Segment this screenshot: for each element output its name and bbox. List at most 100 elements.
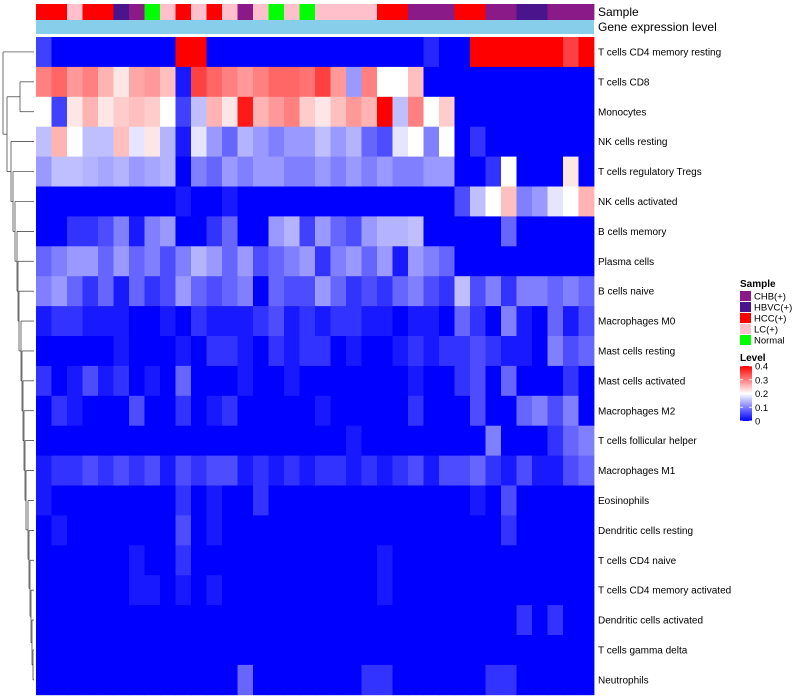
heatmap-cell [532,395,548,427]
heatmap-cell [423,306,440,337]
heatmap-cell [284,515,300,546]
heatmap-cell [423,156,440,187]
heatmap-cell [284,485,300,516]
heatmap-cell [129,96,145,128]
heatmap-cell [268,485,285,516]
heatmap-cell [191,635,207,666]
heatmap-cell [191,306,207,337]
heatmap-cell [144,216,161,247]
heatmap-cell [299,306,316,337]
heatmap-cell [160,515,176,546]
heatmap-cell [299,395,316,427]
heatmap-cell [516,186,533,217]
heatmap-cell [175,96,192,128]
heatmap-cell [470,306,486,337]
heatmap-cell [113,156,130,187]
heatmap-cell [253,306,269,337]
heatmap-cell [578,365,595,397]
heatmap-cell [237,276,254,307]
heatmap-cell [485,485,502,516]
heatmap-cell [439,605,455,636]
heatmap-cell [284,605,300,636]
sample-anno-cell [547,4,564,20]
heatmap-cell [51,66,68,98]
heatmap-cell [423,37,440,68]
heatmap-cell [454,216,471,247]
heatmap-cell [144,37,161,68]
heatmap-cell [299,485,316,516]
row-label: Dendritic cells activated [598,616,703,627]
heatmap-cell [516,96,533,128]
heatmap-cell [501,306,517,337]
heatmap-cell [299,216,316,247]
heatmap-cell [516,635,533,666]
heatmap-cell [392,635,409,666]
heatmap-cell [222,156,238,187]
sample-anno-cell [206,4,223,20]
heatmap-cell [284,96,300,128]
heatmap-cell [485,336,502,367]
heatmap-cell [532,485,548,516]
heatmap-cell [253,455,269,486]
heatmap-cell [284,246,300,277]
heatmap-cell [423,246,440,277]
heatmap-cell [98,545,114,576]
sample-legend: Sample CHB(+)HBVC(+)HCC(+)LC(+)Normal [740,279,792,347]
heatmap-cell [144,455,161,486]
heatmap-cell [191,186,207,217]
row-label: T cells CD4 memory activated [598,586,731,597]
heatmap-cell [454,246,471,277]
heatmap-cell [408,156,424,187]
heatmap-cell [129,664,145,696]
heatmap-cell [129,186,145,217]
sample-anno-cell [485,4,502,20]
heatmap-cell [175,664,192,696]
heatmap-cell [98,216,114,247]
heatmap-cell [98,246,114,277]
row-label: T cells CD4 naive [598,556,677,567]
heatmap-cell [253,246,269,277]
heatmap-cell [454,96,471,128]
heatmap-cell [51,246,68,277]
heatmap-cell [160,605,176,636]
expression-annotation-label: Gene expression level [598,20,717,34]
heatmap-cell [346,455,362,486]
heatmap-cell [82,635,99,666]
heatmap-cell [361,246,378,277]
heatmap-cell [501,186,517,217]
heatmap-cell [36,664,52,696]
heatmap-cell [361,425,378,456]
heatmap-cell [268,635,285,666]
heatmap-cell [206,306,223,337]
heatmap-cell [51,216,68,247]
heatmap-cell [253,485,269,516]
sample-anno-cell [144,4,161,20]
heatmap-cell [36,515,52,546]
row-label: NK cells resting [598,137,667,148]
heatmap-cell [439,425,455,456]
heatmap-cell [36,126,52,157]
heatmap-cell [408,246,424,277]
heatmap-cell [268,156,285,187]
heatmap-cell [315,515,331,546]
heatmap-cell [206,246,223,277]
heatmap-cell [392,186,409,217]
heatmap-cell [98,66,114,98]
heatmap-cell [423,605,440,636]
heatmap-cell [51,485,68,516]
heatmap-cell [330,425,347,456]
heatmap-cell [501,66,517,98]
heatmap-cell [392,485,409,516]
heatmap-cell [284,395,300,427]
heatmap-cell [67,425,83,456]
heatmap-cell [470,635,486,666]
heatmap-cell [36,96,52,128]
heatmap-cell [160,485,176,516]
heatmap-cell [423,485,440,516]
heatmap-cell [299,276,316,307]
heatmap-cell [253,276,269,307]
heatmap-cell [268,545,285,576]
heatmap-cell [67,395,83,427]
heatmap-cell [547,365,564,397]
heatmap-cell [82,395,99,427]
